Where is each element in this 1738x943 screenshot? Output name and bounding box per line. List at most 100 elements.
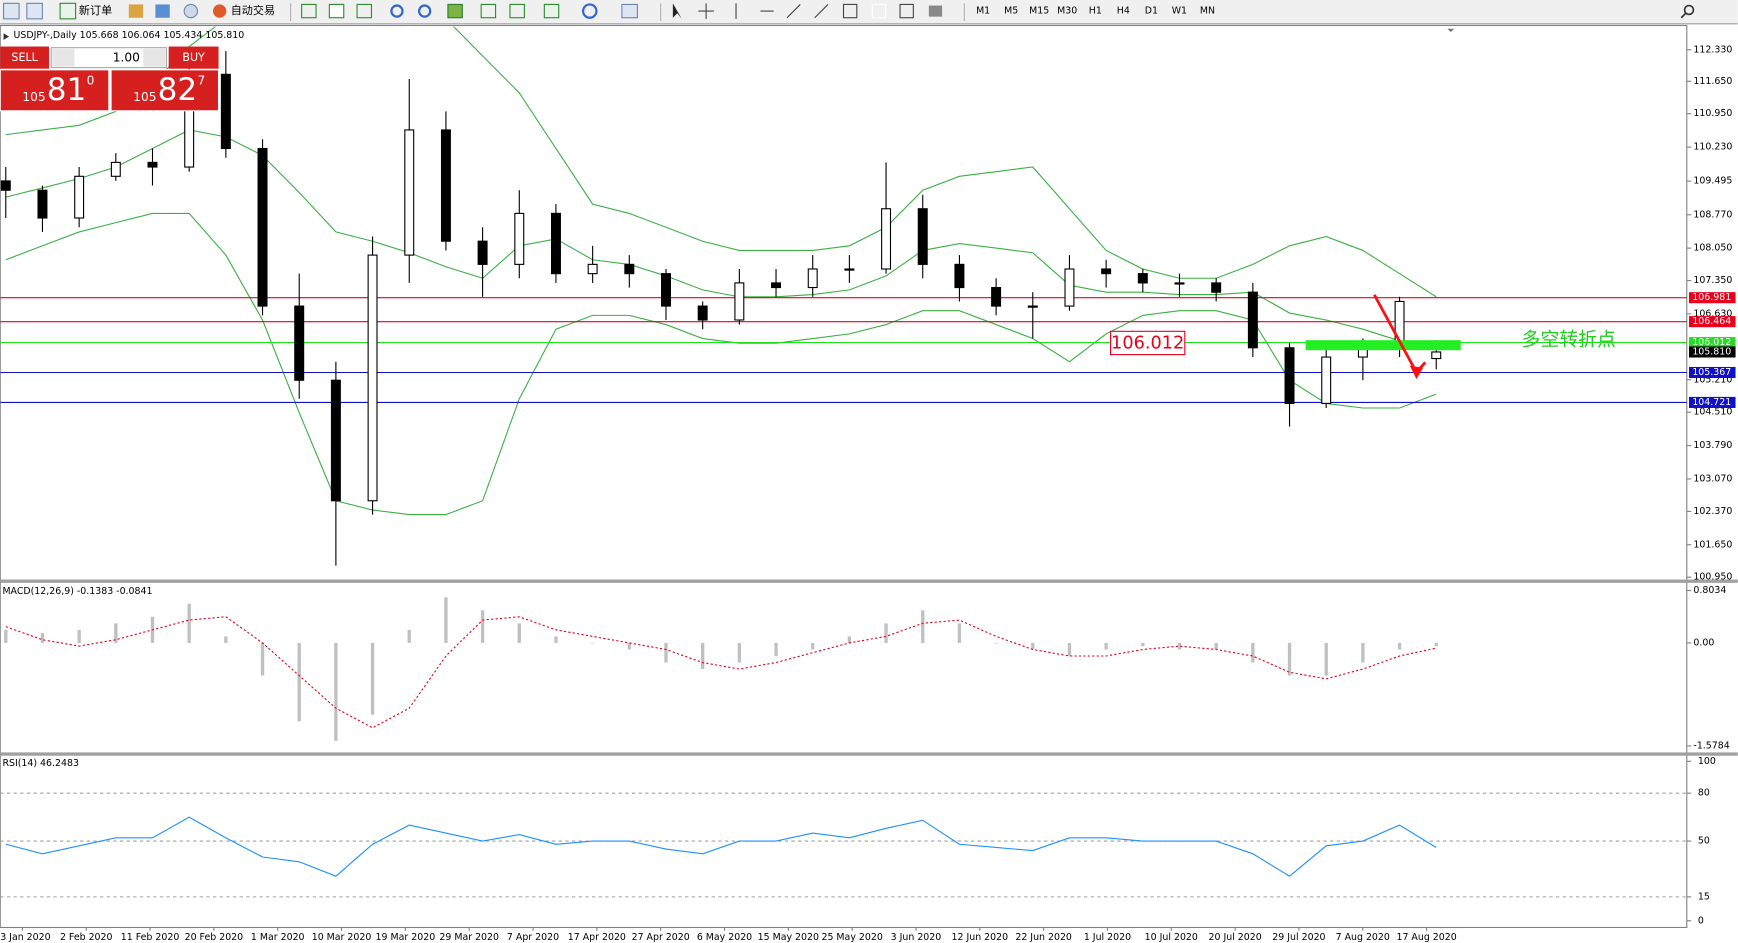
level-tag-label: 106.012 [1692, 337, 1731, 348]
x-tick-label: 11 Feb 2020 [121, 932, 180, 943]
macd-bar [1287, 642, 1292, 676]
zoom-in[interactable] [390, 4, 404, 18]
timeframe-button[interactable]: M5 [1004, 6, 1018, 17]
trendline-tool[interactable] [786, 4, 801, 19]
lots-down[interactable] [52, 48, 75, 67]
buy-button[interactable] [168, 46, 219, 69]
y-tick-label: 15 [1698, 891, 1710, 902]
lots-value[interactable]: 1.00 [113, 51, 140, 65]
timeframe-button[interactable]: MN [1200, 6, 1215, 17]
label-tool[interactable] [899, 3, 914, 19]
x-tick-label: 17 Aug 2020 [1396, 932, 1456, 943]
y-tick-label: 108.050 [1693, 243, 1732, 254]
x-tick-label: 27 Apr 2020 [632, 932, 690, 943]
macd-bar [40, 633, 45, 643]
timeframe-button[interactable]: D1 [1145, 6, 1158, 17]
macd-bar [1067, 642, 1072, 656]
lots-up[interactable] [143, 48, 166, 67]
candle-body [37, 189, 48, 219]
timeframe-button[interactable]: M1 [976, 6, 990, 17]
x-tick-label: 7 Apr 2020 [507, 932, 559, 943]
candle-body [477, 240, 488, 265]
macd-bar [1104, 642, 1108, 650]
macd-bar [774, 642, 778, 656]
auto-trading-button[interactable]: 自动交易 [231, 3, 275, 17]
auto-trading-icon[interactable] [213, 4, 227, 18]
icon-button[interactable] [26, 2, 43, 20]
text-tool[interactable] [871, 3, 887, 19]
rsi-line [5, 816, 1437, 877]
level-tag-label: 106.464 [1692, 316, 1731, 327]
timeframe-button[interactable]: H1 [1089, 6, 1102, 17]
y-tick-label: 103.790 [1693, 440, 1732, 451]
icon-button[interactable] [155, 4, 170, 18]
macd-bar [811, 642, 815, 650]
periods-button[interactable] [582, 3, 598, 19]
search-button-handle [1680, 12, 1687, 19]
icon-button[interactable] [128, 4, 144, 18]
collapse-arrow[interactable] [3, 33, 10, 40]
indicators-button[interactable] [543, 3, 560, 19]
icon-button[interactable] [3, 2, 20, 20]
candle-body [257, 147, 268, 307]
timeframe-button[interactable]: H4 [1117, 6, 1130, 17]
candle-body [440, 129, 451, 242]
sell-label[interactable]: SELL [11, 51, 38, 64]
crosshair-tool[interactable] [698, 3, 714, 19]
bid-price-button[interactable] [0, 69, 110, 112]
buy-label[interactable]: BUY [182, 51, 205, 64]
new-order-button[interactable]: 新订单 [79, 3, 112, 17]
macd-bar [4, 629, 8, 643]
channel-tool[interactable] [814, 4, 829, 19]
pane-separator [0, 752, 1738, 756]
search-button[interactable] [1683, 4, 1695, 16]
icon-button[interactable] [183, 3, 199, 19]
bid-sup: 0 [87, 73, 95, 87]
current-price-label: 105.810 [1692, 346, 1731, 357]
ask-main: 82 [158, 72, 197, 108]
y-tick-label: 112.330 [1693, 44, 1732, 55]
macd-bar [1177, 642, 1182, 650]
zoom-out[interactable] [418, 4, 432, 18]
templates-button[interactable] [621, 3, 638, 19]
bollinger-band [5, 129, 1437, 347]
candle-body [404, 129, 415, 256]
sell-button[interactable] [0, 46, 49, 69]
icon-button[interactable] [328, 3, 345, 19]
icon-button[interactable] [301, 3, 317, 19]
macd-bar [921, 610, 925, 643]
ask-price-button[interactable] [110, 69, 220, 112]
y-tick-label: 0.8034 [1693, 585, 1726, 596]
timeframe-button[interactable]: M30 [1057, 6, 1077, 17]
macd-bar [224, 636, 228, 643]
x-tick-label: 7 Aug 2020 [1336, 932, 1390, 943]
icon-button[interactable] [480, 3, 497, 19]
icon-button[interactable] [447, 3, 463, 19]
arrows-tool[interactable] [928, 5, 943, 17]
lots-input[interactable] [50, 47, 168, 69]
x-tick-label: 15 May 2020 [758, 932, 819, 943]
candle-body [881, 208, 892, 270]
candle-body [954, 263, 965, 289]
timeframe-button[interactable]: W1 [1172, 6, 1187, 17]
fibo-tool[interactable] [842, 3, 858, 19]
macd-bar [1324, 642, 1328, 676]
macd-bar [407, 629, 411, 643]
level-tag [1689, 292, 1736, 304]
candle-body [0, 180, 11, 191]
icon-button[interactable] [356, 3, 373, 19]
candle-body [1247, 291, 1258, 349]
macd-bar [1214, 642, 1218, 650]
candle-body [734, 282, 745, 321]
macd-title: MACD(12,26,9) -0.1383 -0.0841 [2, 586, 152, 597]
candle-body [991, 286, 1002, 307]
new-order-icon[interactable] [59, 2, 77, 20]
macd-bar [77, 629, 81, 643]
timeframe-button[interactable]: M15 [1029, 6, 1049, 17]
candle-body [1137, 273, 1148, 284]
candle-body [1211, 282, 1222, 293]
icon-button[interactable] [509, 3, 525, 19]
candle-body [917, 208, 928, 265]
